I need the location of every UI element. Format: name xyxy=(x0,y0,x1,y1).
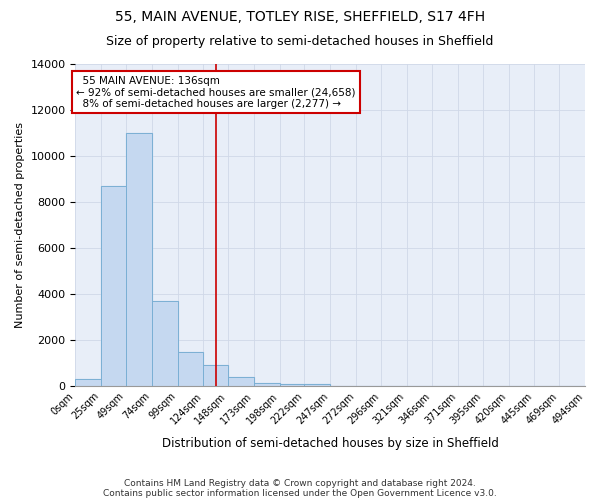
Text: Contains HM Land Registry data © Crown copyright and database right 2024.: Contains HM Land Registry data © Crown c… xyxy=(124,478,476,488)
Text: Contains public sector information licensed under the Open Government Licence v3: Contains public sector information licen… xyxy=(103,488,497,498)
X-axis label: Distribution of semi-detached houses by size in Sheffield: Distribution of semi-detached houses by … xyxy=(162,437,499,450)
Text: Size of property relative to semi-detached houses in Sheffield: Size of property relative to semi-detach… xyxy=(106,35,494,48)
Y-axis label: Number of semi-detached properties: Number of semi-detached properties xyxy=(15,122,25,328)
Text: 55 MAIN AVENUE: 136sqm
← 92% of semi-detached houses are smaller (24,658)
  8% o: 55 MAIN AVENUE: 136sqm ← 92% of semi-det… xyxy=(76,76,356,108)
Text: 55, MAIN AVENUE, TOTLEY RISE, SHEFFIELD, S17 4FH: 55, MAIN AVENUE, TOTLEY RISE, SHEFFIELD,… xyxy=(115,10,485,24)
